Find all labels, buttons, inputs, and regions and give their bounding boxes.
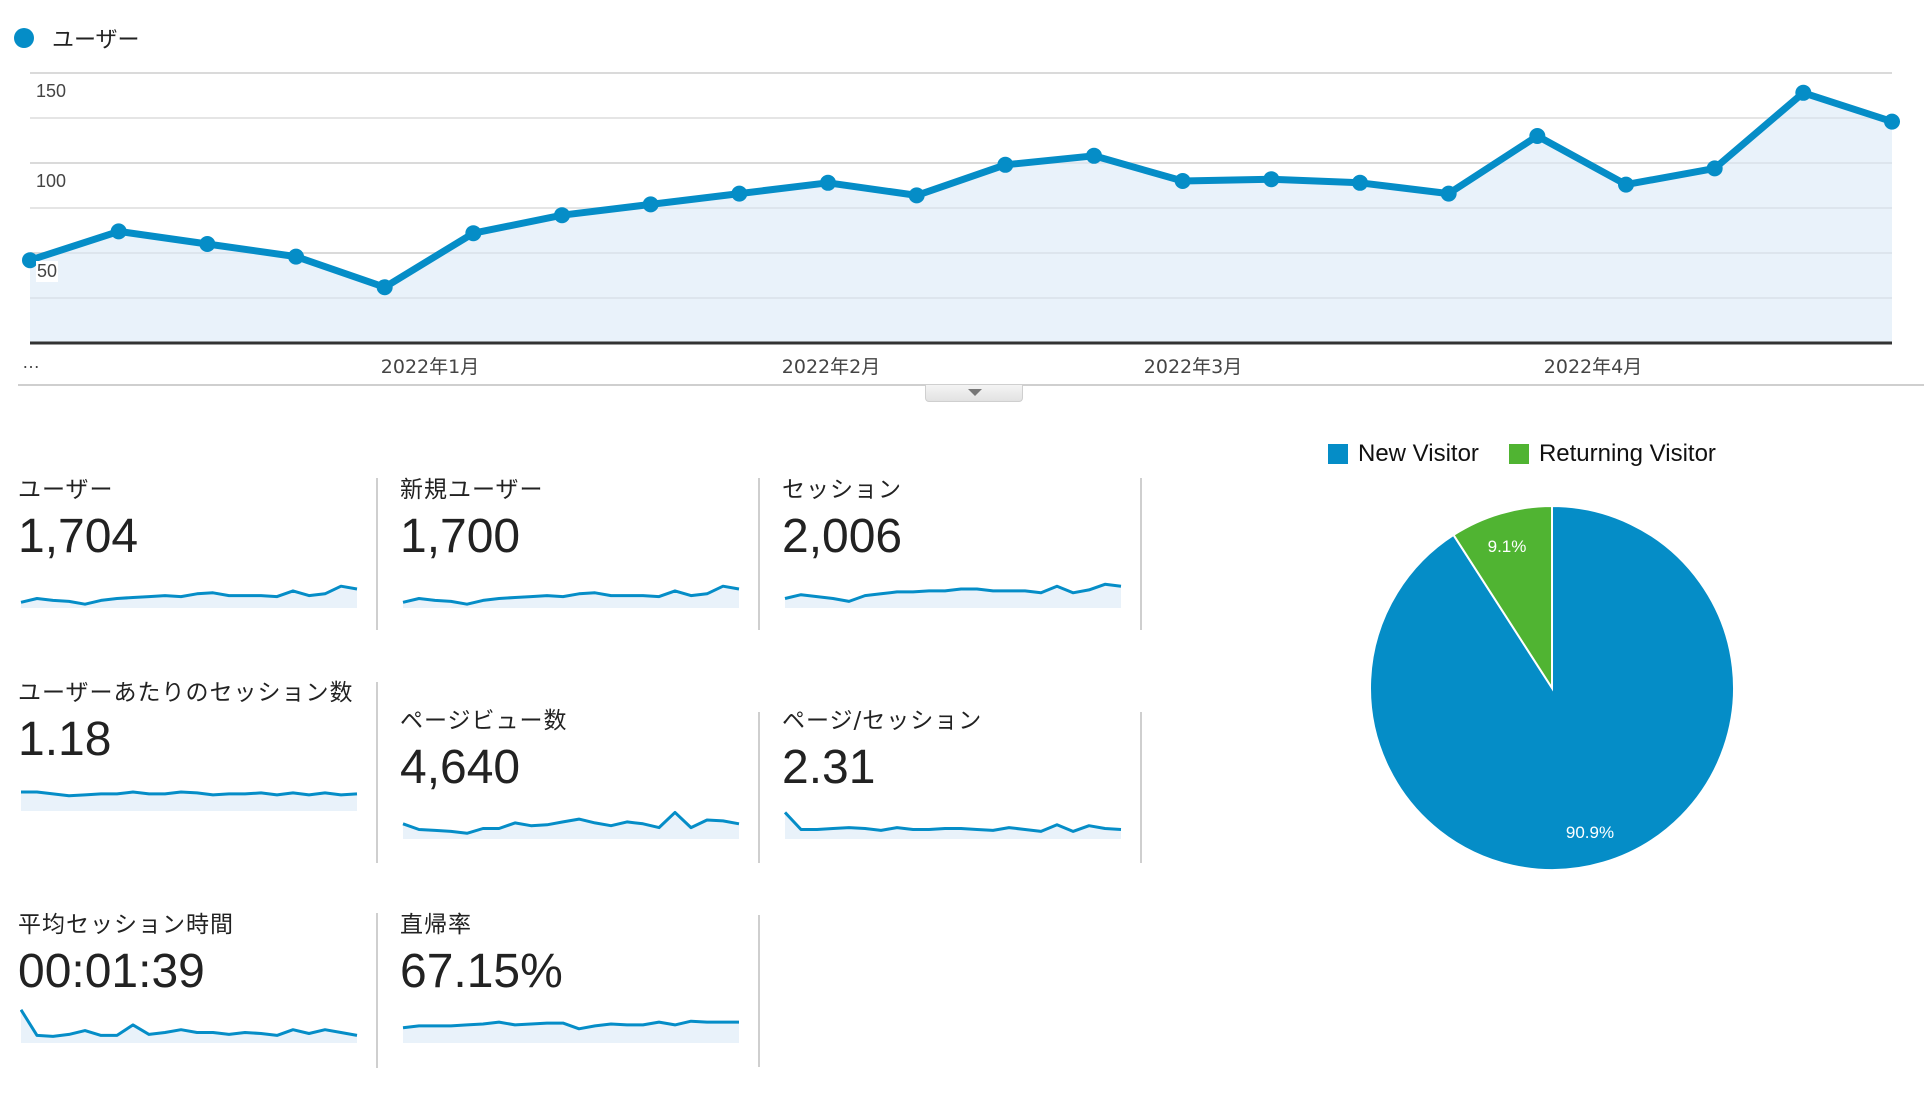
data-point[interactable] — [820, 174, 836, 191]
legend-label: Returning Visitor — [1538, 440, 1716, 467]
x-tick-jan: 2022年1月 — [380, 356, 480, 378]
pie-label-new: 90.9% — [1566, 823, 1614, 842]
data-point[interactable] — [731, 185, 748, 202]
y-tick-150: 150 — [36, 81, 67, 101]
visitor-type-pie-chart[interactable]: 9.1% 90.9% — [1360, 496, 1744, 880]
sparkline — [20, 584, 358, 608]
data-point[interactable] — [554, 207, 570, 224]
tile-divider — [376, 682, 378, 863]
metric-label: ページビュー数 — [400, 708, 568, 734]
data-point[interactable] — [908, 187, 925, 204]
legend-item-new-visitor[interactable]: New Visitor — [1328, 440, 1479, 468]
data-point[interactable] — [199, 236, 216, 252]
metric-tile-users[interactable]: ユーザー 1,704 — [18, 476, 378, 608]
data-point[interactable] — [1174, 173, 1191, 189]
data-point[interactable] — [1618, 176, 1634, 193]
metric-label: ユーザー — [18, 477, 114, 503]
metric-label: 平均セッション時間 — [18, 912, 234, 938]
metric-tile-sessions[interactable]: セッション 2,006 — [782, 476, 1142, 608]
metric-tile-new-users[interactable]: 新規ユーザー 1,700 — [400, 476, 760, 608]
metric-label: セッション — [782, 477, 902, 503]
data-point[interactable] — [1263, 171, 1280, 188]
sparkline — [402, 584, 740, 608]
y-tick-50: 50 — [36, 261, 59, 282]
legend-item-returning-visitor[interactable]: Returning Visitor — [1508, 440, 1716, 468]
tile-divider — [1140, 478, 1142, 630]
data-point[interactable] — [1795, 84, 1812, 101]
metric-value: 2,006 — [782, 510, 903, 563]
returning-visitor-swatch-icon — [1508, 444, 1529, 464]
metric-tile-bounce-rate[interactable]: 直帰率 67.15% — [400, 911, 760, 1043]
chart-expand-handle[interactable] — [925, 385, 1023, 402]
users-line-chart[interactable] — [0, 60, 1924, 390]
sparkline — [784, 582, 1122, 608]
sparkline — [20, 1009, 358, 1043]
data-point[interactable] — [376, 279, 393, 296]
tile-divider — [1140, 712, 1142, 863]
metric-value: 1,704 — [18, 510, 139, 563]
metric-value: 1,700 — [400, 510, 521, 563]
metric-tile-pages-per-session[interactable]: ページ/セッション 2.31 — [782, 707, 1142, 839]
metric-label: 新規ユーザー — [400, 477, 544, 503]
metric-label: ページ/セッション — [782, 708, 983, 734]
series-legend-label: ユーザー — [52, 28, 140, 53]
series-color-dot-icon — [14, 28, 34, 48]
sparkline — [402, 1019, 739, 1043]
metric-value: 4,640 — [400, 741, 521, 794]
metric-value: 67.15% — [400, 945, 563, 998]
sparkline — [402, 810, 740, 839]
tile-divider — [376, 913, 378, 1068]
metric-label: 直帰率 — [400, 912, 472, 938]
metric-label: ユーザーあたりのセッション数 — [18, 680, 354, 706]
data-point[interactable] — [1352, 174, 1368, 191]
y-tick-100: 100 — [36, 171, 67, 191]
data-point[interactable] — [1529, 128, 1546, 144]
sparkline — [784, 811, 1122, 839]
metric-value: 2.31 — [782, 741, 876, 794]
tile-divider — [758, 915, 760, 1067]
data-point[interactable] — [22, 252, 38, 269]
metric-tile-sessions-per-user[interactable]: ユーザーあたりのセッション数 1.18 — [18, 679, 378, 811]
x-axis-ellipsis: … — [22, 352, 40, 372]
data-point[interactable] — [642, 196, 659, 213]
tile-divider — [758, 712, 760, 863]
metric-tile-pageviews[interactable]: ページビュー数 4,640 — [400, 707, 760, 839]
data-point[interactable] — [1884, 113, 1900, 130]
x-tick-feb: 2022年2月 — [781, 356, 881, 378]
pie-label-returning: 9.1% — [1488, 537, 1527, 556]
pie-legend: New Visitor Returning Visitor — [1328, 440, 1746, 468]
data-point[interactable] — [1086, 147, 1102, 164]
sparkline — [21, 790, 358, 811]
metric-value: 1.18 — [18, 713, 112, 766]
data-point[interactable] — [1706, 160, 1723, 177]
data-point[interactable] — [465, 225, 482, 242]
legend-label: New Visitor — [1358, 440, 1479, 467]
new-visitor-swatch-icon — [1328, 444, 1348, 464]
series-legend[interactable]: ユーザー — [14, 24, 140, 53]
metric-value: 00:01:39 — [18, 945, 205, 998]
data-point[interactable] — [1440, 185, 1457, 202]
chevron-down-icon — [968, 389, 982, 396]
data-point[interactable] — [110, 223, 127, 240]
tile-divider — [376, 478, 378, 630]
metric-tile-avg-session-duration[interactable]: 平均セッション時間 00:01:39 — [18, 911, 378, 1043]
x-tick-mar: 2022年3月 — [1143, 356, 1243, 378]
data-point[interactable] — [288, 248, 304, 265]
data-point[interactable] — [997, 156, 1014, 173]
x-tick-apr: 2022年4月 — [1543, 356, 1643, 378]
tile-divider — [758, 478, 760, 630]
pie-slice-returning-visitor[interactable] — [1452, 504, 1553, 692]
